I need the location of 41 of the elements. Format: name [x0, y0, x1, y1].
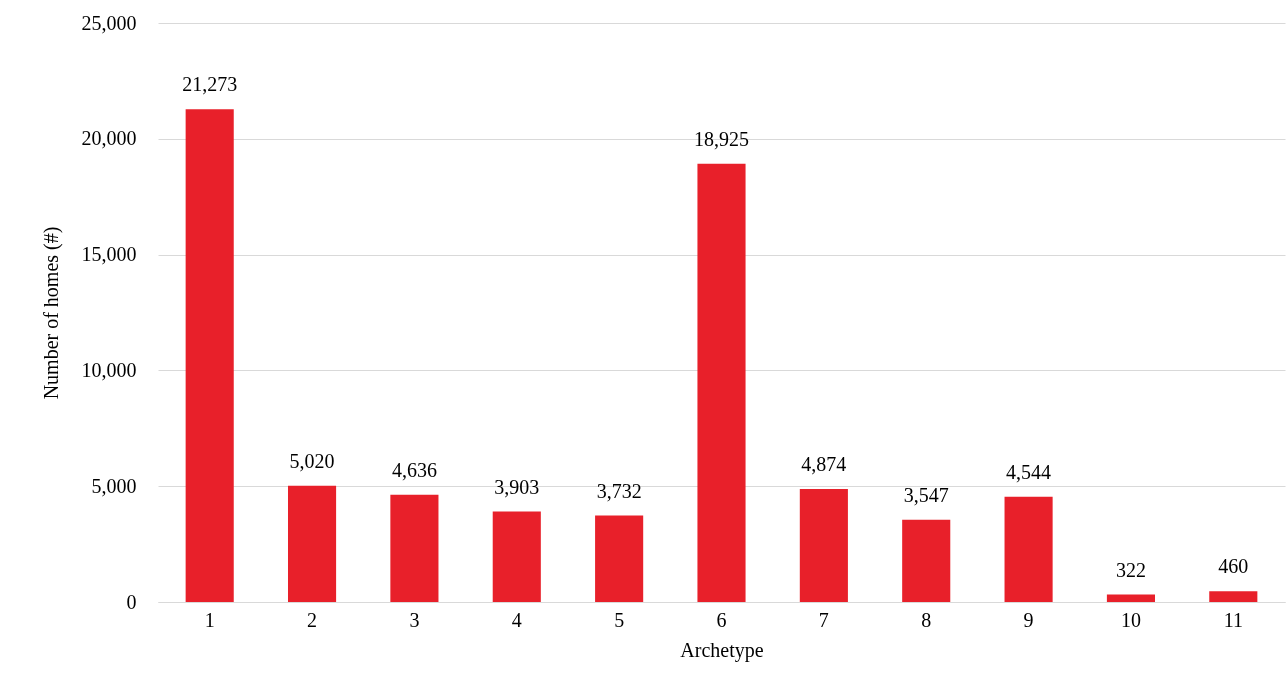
data-label: 3,732 — [596, 479, 642, 502]
x-tick-label: 10 — [1120, 608, 1141, 631]
x-axis-title: Archetype — [680, 638, 764, 662]
data-label: 4,874 — [801, 453, 847, 476]
data-label: 4,636 — [391, 458, 437, 481]
bar — [595, 515, 644, 602]
x-tick-label: 5 — [614, 608, 625, 631]
bar — [390, 494, 439, 602]
y-tick-label: 15,000 — [81, 243, 137, 266]
x-tick-label: 3 — [409, 608, 420, 631]
x-tick-label: 8 — [921, 608, 932, 631]
data-label: 18,925 — [694, 127, 749, 150]
x-tick-label: 11 — [1223, 608, 1243, 631]
bar — [799, 489, 848, 602]
x-tick-label: 9 — [1023, 608, 1034, 631]
data-label: 3,903 — [494, 475, 540, 498]
x-tick-label: 4 — [511, 608, 522, 631]
bar — [1106, 594, 1155, 602]
y-tick-label: 20,000 — [81, 127, 137, 150]
x-tick-label: 2 — [307, 608, 318, 631]
data-label: 5,020 — [289, 449, 335, 472]
data-label: 322 — [1115, 558, 1146, 581]
y-axis-title: Number of homes (#) — [39, 226, 63, 400]
bar — [492, 511, 541, 602]
data-label: 3,547 — [903, 483, 949, 506]
bar — [1209, 591, 1258, 602]
x-tick-label: 6 — [716, 608, 727, 631]
bar — [185, 109, 234, 602]
y-tick-label: 5,000 — [91, 474, 137, 497]
x-tick-label: 1 — [204, 608, 215, 631]
bar — [697, 163, 746, 602]
data-label: 460 — [1218, 555, 1249, 578]
y-tick-label: 25,000 — [81, 11, 137, 34]
y-tick-label: 0 — [126, 590, 137, 613]
x-tick-label: 7 — [818, 608, 829, 631]
bar — [1004, 496, 1053, 602]
data-label: 21,273 — [182, 73, 238, 96]
data-label: 4,544 — [1006, 460, 1052, 483]
bar — [902, 519, 951, 602]
y-tick-label: 10,000 — [81, 358, 137, 381]
bar — [288, 485, 337, 602]
